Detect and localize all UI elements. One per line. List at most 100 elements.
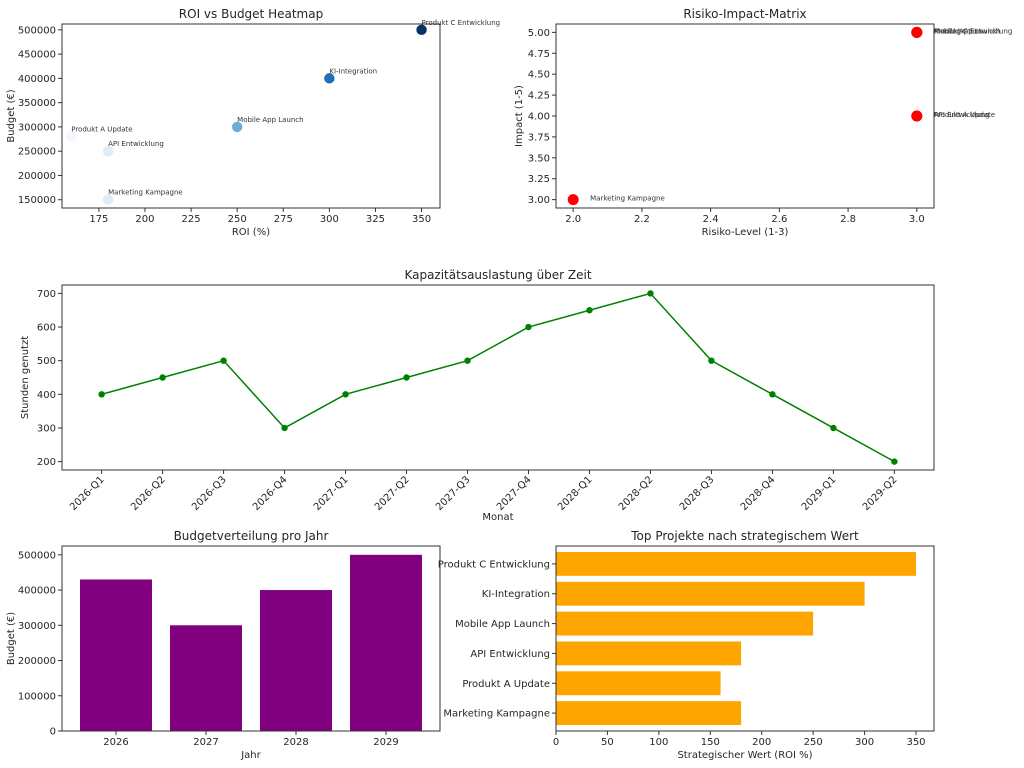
x-tick-label: 2026-Q2: [129, 474, 168, 513]
point-annotation: Produkt C Entwicklung: [934, 27, 1013, 35]
data-point: [911, 110, 923, 122]
data-point: [586, 307, 593, 314]
point-annotation: Marketing Kampagne: [108, 189, 183, 197]
x-tick-label: 200: [135, 214, 154, 225]
data-line: [101, 292, 895, 463]
bar: [170, 625, 242, 731]
y-tick-label: 500000: [18, 25, 56, 36]
x-tick-label: 275: [274, 214, 293, 225]
x-tick-label: 50: [601, 737, 614, 748]
x-tick-label: 175: [89, 214, 108, 225]
point-annotation: API Entwicklung: [108, 140, 164, 148]
x-tick-label: 325: [366, 214, 385, 225]
data-point: [403, 374, 410, 381]
x-tick-label: 2026-Q3: [190, 474, 229, 513]
data-point: [891, 458, 898, 465]
data-point: [708, 357, 715, 364]
chart-title: Budgetverteilung pro Jahr: [174, 529, 329, 543]
y-tick-label: 300: [37, 423, 56, 434]
data-point: [769, 391, 776, 398]
y-tick-label: 200000: [18, 656, 56, 667]
y-tick-label: Mobile App Launch: [455, 619, 550, 630]
y-tick-label: 200: [37, 457, 56, 468]
x-tick-label: 2027-Q4: [495, 474, 534, 513]
bar: [556, 581, 865, 606]
x-tick-label: 250: [804, 737, 823, 748]
point-annotation: Produkt A Update: [71, 126, 132, 134]
y-tick-label: KI-Integration: [482, 589, 550, 600]
y-tick-label: Produkt A Update: [462, 679, 550, 690]
bar: [350, 554, 422, 731]
y-tick-label: 300000: [18, 621, 56, 632]
y-tick-label: 300000: [18, 122, 56, 133]
data-point: [647, 290, 654, 297]
y-tick-label: 0: [50, 727, 56, 738]
x-tick-label: 225: [182, 214, 201, 225]
data-point: [102, 145, 114, 157]
y-tick-label: 500000: [18, 550, 56, 561]
bar: [556, 641, 742, 666]
y-tick-label: 450000: [18, 50, 56, 61]
data-point: [342, 391, 349, 398]
data-point: [159, 374, 166, 381]
y-tick-label: 100000: [18, 691, 56, 702]
bar: [556, 671, 721, 696]
chart-budget_year: Budgetverteilung pro Jahr 0 100000 200000 30…: [6, 529, 441, 761]
x-tick-label: 2027-Q3: [434, 474, 473, 513]
x-tick-label: 2028-Q3: [678, 474, 717, 513]
x-tick-label: 2028-Q1: [556, 474, 595, 513]
x-tick-label: 0: [553, 737, 559, 748]
data-point: [98, 391, 105, 398]
y-tick-label: 400000: [18, 74, 56, 85]
y-tick-label: 4.75: [528, 49, 550, 60]
y-tick-label: 4.25: [528, 91, 550, 102]
x-axis-label: Strategischer Wert (ROI %): [677, 750, 812, 761]
x-tick-label: 2028-Q2: [617, 474, 656, 513]
chart-strategic: Top Projekte nach strategischem Wert Prod…: [438, 529, 935, 761]
data-point: [464, 357, 471, 364]
y-tick-label: 400: [37, 390, 56, 401]
x-axis-label: ROI (%): [232, 227, 270, 238]
x-tick-label: 350: [906, 737, 925, 748]
y-tick-label: 600: [37, 323, 56, 334]
x-tick-label: 2027-Q1: [312, 474, 351, 513]
data-point: [830, 424, 837, 432]
point-annotation: Mobile App Launch: [934, 27, 1000, 35]
chart-title: Risiko-Impact-Matrix: [683, 7, 806, 21]
y-tick-label: 3.00: [528, 195, 550, 206]
data-point: [65, 130, 78, 143]
y-tick-label: 3.25: [528, 174, 550, 185]
chart-capacity: Kapazitätsauslastung über Zeit 200 300 400 5…: [20, 268, 935, 523]
x-tick-label: 2.6: [771, 214, 787, 225]
x-tick-label: 200: [752, 737, 771, 748]
x-tick-label: 2026-Q4: [251, 474, 290, 513]
point-annotation: API Entwicklung: [934, 111, 990, 119]
y-tick-label: API Entwicklung: [470, 649, 550, 660]
x-axis-label: Monat: [482, 512, 513, 523]
y-tick-label: 500: [37, 356, 56, 367]
point-annotation: KI-Integration: [329, 67, 377, 75]
x-tick-label: 2027: [193, 737, 218, 748]
y-tick-label: 3.50: [528, 153, 550, 164]
x-tick-label: 2028-Q4: [739, 474, 778, 513]
data-point: [102, 193, 114, 206]
bar: [556, 611, 814, 636]
y-tick-label: 4.50: [528, 70, 550, 81]
x-axis-label: Jahr: [240, 750, 261, 761]
y-tick-label: 200000: [18, 171, 56, 182]
x-tick-label: 2.8: [840, 214, 856, 225]
y-tick-label: 250000: [18, 147, 56, 158]
x-tick-label: 2029-Q2: [861, 474, 900, 513]
y-axis-label: Budget (€): [6, 612, 17, 665]
data-point: [525, 323, 532, 331]
y-tick-label: Marketing Kampagne: [443, 709, 550, 720]
y-tick-label: 400000: [18, 586, 56, 597]
data-point: [281, 424, 288, 432]
y-axis-label: Budget (€): [6, 89, 17, 142]
data-point: [231, 121, 243, 133]
data-point: [220, 357, 227, 364]
point-annotation: Produkt A Update: [934, 111, 995, 119]
x-tick-label: 2.2: [634, 214, 650, 225]
x-tick-label: 300: [320, 214, 339, 225]
bar: [260, 590, 332, 731]
